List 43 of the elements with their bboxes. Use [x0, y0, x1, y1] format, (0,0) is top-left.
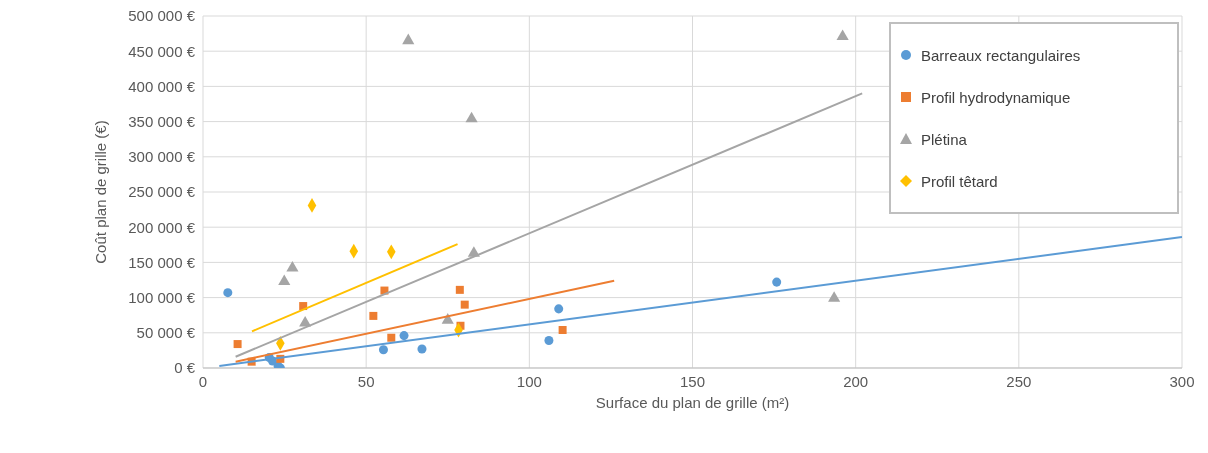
point — [417, 344, 427, 354]
y-tick-label: 350 000 € — [128, 112, 196, 130]
point — [455, 285, 464, 294]
x-tick-label: 100 — [516, 372, 542, 390]
point — [558, 325, 567, 334]
point — [460, 300, 469, 309]
point — [387, 333, 396, 342]
y-tick-label: 300 000 € — [128, 148, 196, 166]
x-tick-label: 200 — [843, 372, 869, 390]
legend-label: Profil hydrodynamique — [921, 88, 1071, 106]
legend-label: Profil têtard — [921, 172, 998, 190]
y-tick-label: 400 000 € — [128, 77, 196, 95]
y-tick-label: 0 € — [174, 359, 196, 377]
point — [286, 261, 299, 272]
x-tick-label: 50 — [357, 372, 375, 390]
y-tick-label: 50 000 € — [136, 324, 196, 342]
point — [369, 311, 378, 320]
legend-label: Plétina — [921, 130, 967, 148]
point — [223, 288, 233, 298]
y-axis-title: Coût plan de grille (€) — [92, 120, 110, 264]
y-tick-label: 100 000 € — [128, 288, 196, 306]
x-tick-label: 0 — [198, 372, 208, 390]
point — [278, 274, 291, 285]
point — [465, 111, 478, 123]
x-axis-title: Surface du plan de grille (m²) — [595, 394, 790, 411]
legend-label: Barreaux rectangulaires — [921, 46, 1081, 64]
point — [399, 331, 409, 341]
y-tick-label: 150 000 € — [128, 253, 196, 271]
point — [233, 340, 242, 349]
y-tick-label: 250 000 € — [128, 183, 196, 201]
point — [544, 336, 554, 346]
point — [772, 277, 782, 287]
x-tick-label: 250 — [1006, 372, 1032, 390]
point — [554, 304, 564, 314]
x-tick-label: 300 — [1169, 372, 1195, 390]
point — [828, 291, 841, 302]
point — [378, 345, 388, 355]
point — [402, 33, 415, 45]
x-tick-label: 150 — [679, 372, 706, 390]
y-tick-label: 500 000 € — [128, 7, 196, 25]
y-tick-label: 450 000 € — [128, 42, 196, 60]
y-tick-label: 200 000 € — [128, 218, 196, 236]
point — [836, 29, 849, 40]
